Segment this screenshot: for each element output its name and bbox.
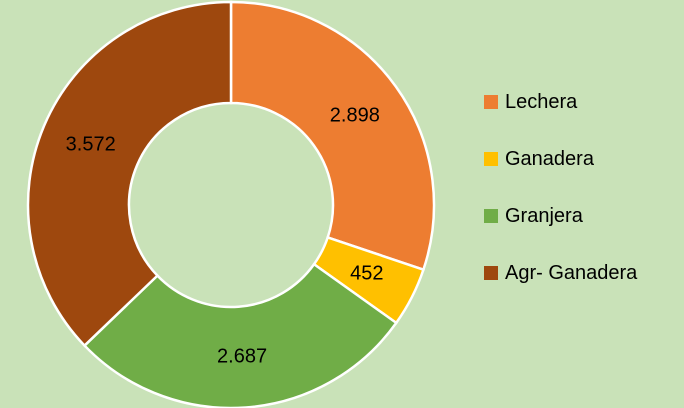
legend-item: Agr- Ganadera — [484, 261, 659, 285]
data-label: 452 — [350, 263, 383, 285]
legend-label: Granjera — [505, 205, 583, 227]
legend-label: Lechera — [505, 91, 578, 113]
legend-swatch — [484, 152, 498, 166]
legend-label: Ganadera — [505, 148, 594, 170]
legend-swatch — [484, 95, 498, 109]
legend: Lechera Ganadera Granjera Agr- Ganadera — [484, 90, 659, 318]
legend-item: Lechera — [484, 90, 659, 114]
legend-swatch — [484, 266, 498, 280]
data-label: 3.572 — [66, 133, 116, 155]
data-label: 2.687 — [217, 345, 267, 367]
legend-swatch — [484, 209, 498, 223]
legend-label: Agr- Ganadera — [505, 262, 638, 284]
data-label: 2.898 — [330, 104, 380, 126]
legend-item: Ganadera — [484, 147, 659, 171]
donut-slice — [26, 0, 233, 348]
donut-slice — [82, 262, 398, 408]
legend-item: Granjera — [484, 204, 659, 228]
donut-slice — [229, 0, 436, 272]
